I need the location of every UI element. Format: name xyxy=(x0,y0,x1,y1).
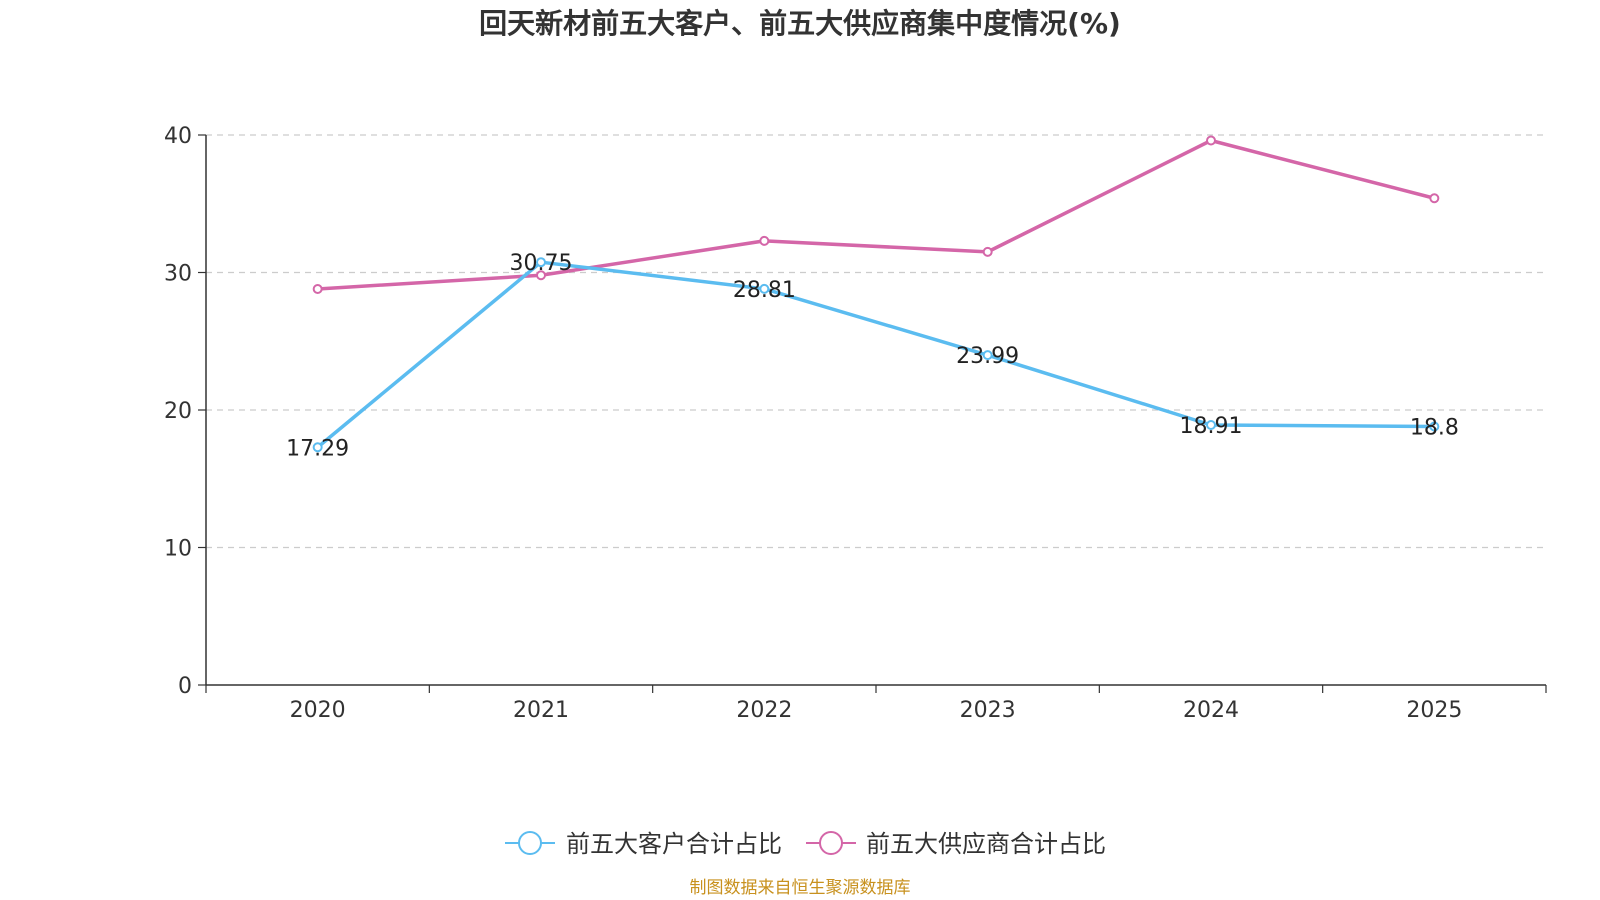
data-label-1: 30.75 xyxy=(510,251,573,276)
data-label-4: 18.91 xyxy=(1180,414,1243,439)
series-line-0 xyxy=(316,260,1435,449)
data-point-s1-4 xyxy=(1206,135,1216,146)
x-tick-label: 2020 xyxy=(290,698,346,723)
series-group xyxy=(312,135,1440,453)
data-point-s1-1 xyxy=(536,270,546,281)
legend-marker-1 xyxy=(819,831,843,855)
data-label-0: 17.29 xyxy=(286,436,349,461)
grid-lines xyxy=(206,134,1546,549)
y-tick-label: 10 xyxy=(164,537,192,562)
legend-label-1: 前五大供应商合计占比 xyxy=(866,830,1106,858)
y-tick-label: 0 xyxy=(178,674,192,699)
y-tick-label: 40 xyxy=(164,124,192,149)
x-tick-label: 2025 xyxy=(1406,698,1462,723)
data-point-s0-2 xyxy=(759,283,770,294)
data-label-5: 18.8 xyxy=(1410,416,1459,441)
x-tick-label: 2022 xyxy=(736,698,792,723)
x-tick-label: 2024 xyxy=(1183,698,1239,723)
data-point-s0-1 xyxy=(536,257,546,268)
legend-marker-0 xyxy=(518,831,542,855)
data-label-3: 23.99 xyxy=(956,344,1019,369)
x-tick-label: 2021 xyxy=(513,698,569,723)
legend-label-0: 前五大客户合计占比 xyxy=(566,830,782,858)
y-tick-label: 20 xyxy=(164,399,192,424)
data-point-s0-3 xyxy=(982,350,993,361)
data-point-s1-0 xyxy=(312,284,323,294)
data-point-s1-2 xyxy=(759,235,770,246)
data-point-s0-4 xyxy=(1206,419,1216,430)
series-line-1 xyxy=(317,138,1435,291)
y-tick-label: 30 xyxy=(164,262,192,287)
source-note: 制图数据来自恒生聚源数据库 xyxy=(690,878,911,898)
legend[interactable]: 前五大客户合计占比 前五大供应商合计占比 xyxy=(505,830,1106,858)
data-point-s0-0 xyxy=(312,442,323,453)
data-point-s0-5 xyxy=(1429,421,1440,432)
axes: 0 10 20 30 40 2020 2021 2022 2023 2024 2025 xyxy=(164,124,1547,723)
chart-title: 回天新材前五大客户、前五大供应商集中度情况(%) xyxy=(479,7,1121,40)
data-label-2: 28.81 xyxy=(733,278,796,303)
x-tick-label: 2023 xyxy=(960,698,1016,723)
data-point-s1-5 xyxy=(1429,193,1440,204)
data-point-s1-3 xyxy=(982,246,993,257)
data-labels: 17.29 30.75 28.81 23.99 18.91 18.8 xyxy=(286,251,1459,461)
